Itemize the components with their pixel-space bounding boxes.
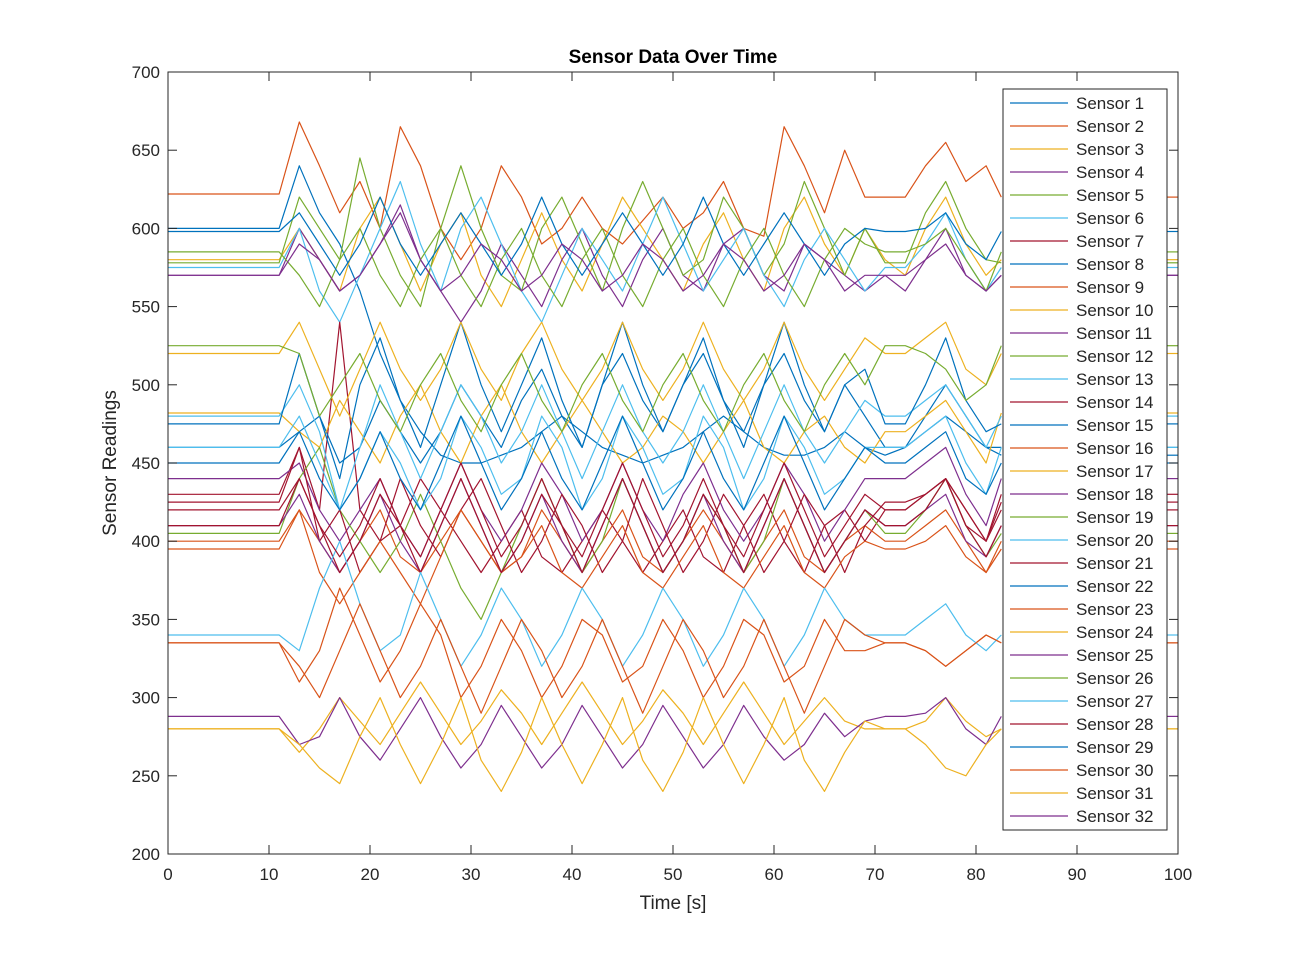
legend-label-14: Sensor 14 xyxy=(1076,393,1154,412)
legend-box xyxy=(1002,88,1168,831)
series-line-17 xyxy=(168,321,1002,417)
y-axis-label: Sensor Readings xyxy=(100,390,121,536)
legend-label-3: Sensor 3 xyxy=(1076,140,1144,159)
y-tick-label: 400 xyxy=(132,532,160,551)
legend-label-21: Sensor 21 xyxy=(1076,554,1154,573)
y-tick-label: 650 xyxy=(132,141,160,160)
series-line-29 xyxy=(168,196,1002,276)
series-line-2 xyxy=(168,121,1002,261)
y-tick-label: 500 xyxy=(132,376,160,395)
series-line-9 xyxy=(168,509,1002,574)
x-tick-label: 30 xyxy=(462,865,481,884)
legend-label-28: Sensor 28 xyxy=(1076,715,1154,734)
series-line-19 xyxy=(168,345,1002,433)
series-line-30 xyxy=(168,603,1002,714)
series-line-32 xyxy=(168,212,1002,292)
legend-label-25: Sensor 25 xyxy=(1076,646,1154,665)
legend-label-26: Sensor 26 xyxy=(1076,669,1154,688)
legend-label-13: Sensor 13 xyxy=(1076,370,1154,389)
series-line-28 xyxy=(168,462,1002,558)
y-tick-label: 600 xyxy=(132,219,160,238)
y-ticks: 200 250 300 350 400 450 500 550 600 650 700 xyxy=(132,63,1178,864)
x-tick-label: 40 xyxy=(563,865,582,884)
y-tick-label: 700 xyxy=(132,63,160,82)
series-line-31 xyxy=(168,696,1002,793)
y-tick-label: 200 xyxy=(132,845,160,864)
legend-label-12: Sensor 12 xyxy=(1076,347,1154,366)
x-tick-label: 70 xyxy=(866,865,885,884)
series-line-24 xyxy=(168,681,1002,753)
x-tick-label: 50 xyxy=(664,865,683,884)
legend-label-19: Sensor 19 xyxy=(1076,508,1154,527)
series-line-5 xyxy=(168,157,1002,308)
x-ticks: 0 10 20 30 40 50 60 70 80 90 100 xyxy=(163,72,1192,884)
legend-label-30: Sensor 30 xyxy=(1076,761,1154,780)
series-line-1 xyxy=(168,165,1002,464)
legend-label-20: Sensor 20 xyxy=(1076,531,1154,550)
y-tick-label: 250 xyxy=(132,767,160,786)
y-tick-label: 450 xyxy=(132,454,160,473)
legend-label-1: Sensor 1 xyxy=(1076,94,1144,113)
legend-label-9: Sensor 9 xyxy=(1076,278,1144,297)
legend-label-32: Sensor 32 xyxy=(1076,807,1154,826)
legend-label-7: Sensor 7 xyxy=(1076,232,1144,251)
y-tick-label: 350 xyxy=(132,610,160,629)
legend-label-24: Sensor 24 xyxy=(1076,623,1154,642)
series-line-13 xyxy=(168,384,1002,511)
legend-label-6: Sensor 6 xyxy=(1076,209,1144,228)
legend-label-31: Sensor 31 xyxy=(1076,784,1154,803)
legend-label-4: Sensor 4 xyxy=(1076,163,1144,182)
series-line-21 xyxy=(168,478,1002,574)
y-tick-label: 300 xyxy=(132,689,160,708)
legend-label-17: Sensor 17 xyxy=(1076,462,1154,481)
legend-label-16: Sensor 16 xyxy=(1076,439,1154,458)
legend: Sensor 1 Sensor 2 Sensor 3 Sensor 4 Sensor 5… xyxy=(1002,88,1168,831)
x-tick-label: 60 xyxy=(765,865,784,884)
x-tick-label: 90 xyxy=(1068,865,1087,884)
chart-title: Sensor Data Over Time xyxy=(569,47,778,68)
x-axis-label: Time [s] xyxy=(640,893,707,914)
legend-label-2: Sensor 2 xyxy=(1076,117,1144,136)
x-tick-label: 10 xyxy=(260,865,279,884)
series-line-16 xyxy=(168,509,1002,605)
legend-label-27: Sensor 27 xyxy=(1076,692,1154,711)
series-line-25 xyxy=(168,696,1002,769)
legend-label-22: Sensor 22 xyxy=(1076,577,1154,596)
series-line-22 xyxy=(168,415,1002,511)
x-tick-label: 100 xyxy=(1164,865,1192,884)
legend-label-5: Sensor 5 xyxy=(1076,186,1144,205)
legend-label-8: Sensor 8 xyxy=(1076,255,1144,274)
y-tick-label: 550 xyxy=(132,298,160,317)
legend-label-18: Sensor 18 xyxy=(1076,485,1154,504)
series-line-23 xyxy=(168,587,1002,699)
legend-label-23: Sensor 23 xyxy=(1076,600,1154,619)
series-group xyxy=(168,121,1178,793)
x-tick-label: 20 xyxy=(361,865,380,884)
x-tick-label: 80 xyxy=(967,865,986,884)
series-line-8 xyxy=(168,352,1002,464)
legend-label-29: Sensor 29 xyxy=(1076,738,1154,757)
legend-label-10: Sensor 10 xyxy=(1076,301,1154,320)
legend-label-15: Sensor 15 xyxy=(1076,416,1154,435)
x-tick-label: 0 xyxy=(163,865,172,884)
legend-label-11: Sensor 11 xyxy=(1076,324,1152,343)
